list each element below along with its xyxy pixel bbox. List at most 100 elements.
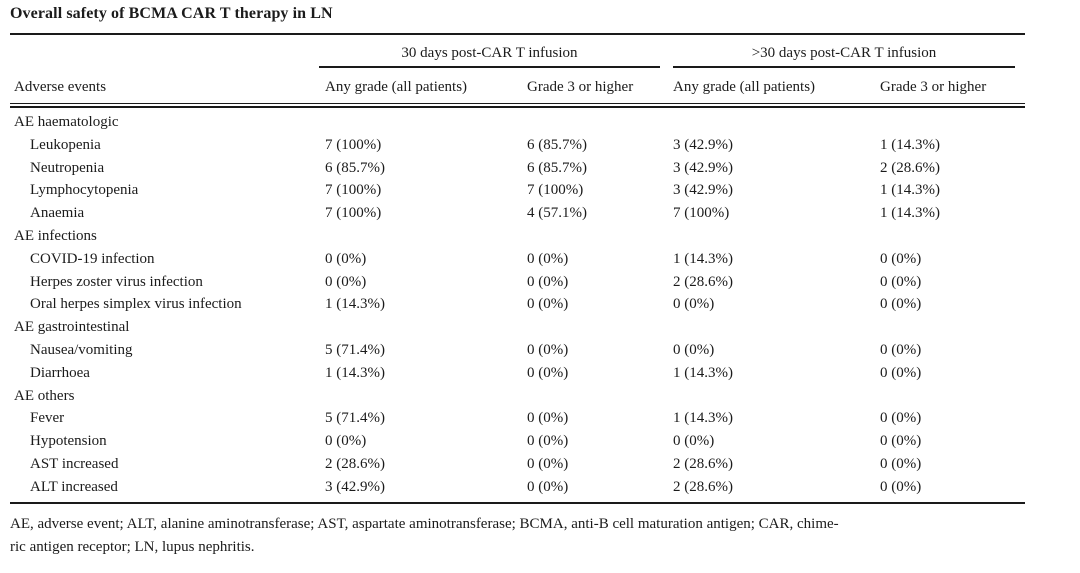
column-group-header-row: 30 days post-CAR T infusion >30 days pos… bbox=[10, 35, 1025, 68]
value-cell: 0 (0%) bbox=[325, 433, 367, 450]
table-row: Nausea/vomiting 5 (71.4%) 0 (0%) 0 (0%) 0 (0… bbox=[10, 339, 1025, 362]
value-cell: 0 (0%) bbox=[673, 296, 715, 313]
table-top-rule bbox=[10, 33, 1025, 35]
column-header-grade3-30d: Grade 3 or higher bbox=[527, 79, 634, 95]
column-header-grade3-over30d: Grade 3 or higher bbox=[880, 79, 987, 95]
value-cell: 7 (100%) bbox=[325, 182, 382, 199]
value-cell: 4 (57.1%) bbox=[527, 205, 587, 222]
value-cell: 0 (0%) bbox=[673, 433, 715, 450]
empty-cell bbox=[880, 316, 1025, 339]
spanner-spacer bbox=[10, 35, 325, 68]
value-cell: 2 (28.6%) bbox=[673, 455, 733, 472]
value-cell: 5 (71.4%) bbox=[325, 410, 385, 427]
table-row: Hypotension 0 (0%) 0 (0%) 0 (0%) 0 (0%) bbox=[10, 430, 1025, 453]
empty-cell bbox=[527, 385, 673, 408]
section-header-row: AE others bbox=[10, 385, 1025, 408]
value-cell: 0 (0%) bbox=[880, 478, 922, 495]
value-cell: 7 (100%) bbox=[325, 136, 382, 153]
value-cell: 1 (14.3%) bbox=[880, 136, 940, 153]
empty-cell bbox=[880, 225, 1025, 248]
value-cell: 0 (0%) bbox=[527, 364, 569, 381]
value-cell: 0 (0%) bbox=[325, 273, 367, 290]
section-label: AE haematologic bbox=[14, 114, 119, 130]
empty-cell bbox=[325, 225, 527, 248]
empty-cell bbox=[527, 225, 673, 248]
column-header-any-grade-30d: Any grade (all patients) bbox=[325, 79, 468, 95]
footnote-line-1: AE, adverse event; ALT, alanine aminotra… bbox=[10, 515, 839, 532]
value-cell: 0 (0%) bbox=[880, 410, 922, 427]
empty-cell bbox=[325, 385, 527, 408]
adverse-event-label: AST increased bbox=[30, 455, 119, 472]
column-group-over-30-days: >30 days post-CAR T infusion bbox=[673, 35, 1025, 68]
value-cell: 0 (0%) bbox=[527, 296, 569, 313]
value-cell: 3 (42.9%) bbox=[673, 159, 733, 176]
empty-cell bbox=[527, 111, 673, 134]
value-cell: 0 (0%) bbox=[880, 455, 922, 472]
table-body: AE haematologic Leukopenia 7 (100%) 6 (85.7… bbox=[10, 108, 1025, 502]
table-row: ALT increased 3 (42.9%) 0 (0%) 2 (28.6%) 0 (… bbox=[10, 476, 1025, 499]
value-cell: 1 (14.3%) bbox=[673, 364, 733, 381]
section-label: AE others bbox=[14, 387, 75, 404]
table-title: Overall safety of BCMA CAR T therapy in … bbox=[10, 5, 333, 22]
value-cell: 2 (28.6%) bbox=[325, 455, 385, 472]
table-row: Neutropenia 6 (85.7%) 6 (85.7%) 3 (42.9%) 2 … bbox=[10, 157, 1025, 180]
empty-cell bbox=[527, 316, 673, 339]
table-row: Diarrhoea 1 (14.3%) 0 (0%) 1 (14.3%) 0 (0%) bbox=[10, 362, 1025, 385]
value-cell: 6 (85.7%) bbox=[325, 159, 385, 176]
value-cell: 7 (100%) bbox=[673, 205, 730, 222]
table-row: Anaemia 7 (100%) 4 (57.1%) 7 (100%) 1 (14.3%… bbox=[10, 202, 1025, 225]
table-row: AST increased 2 (28.6%) 0 (0%) 2 (28.6%) 0 (… bbox=[10, 453, 1025, 476]
empty-cell bbox=[880, 385, 1025, 408]
adverse-event-label: Neutropenia bbox=[30, 159, 105, 176]
section-label: AE infections bbox=[14, 227, 97, 244]
empty-cell bbox=[673, 225, 880, 248]
table-bottom-rule bbox=[10, 501, 1025, 504]
value-cell: 1 (14.3%) bbox=[880, 182, 940, 199]
column-group-30-days: 30 days post-CAR T infusion bbox=[319, 35, 673, 68]
adverse-event-label: ALT increased bbox=[30, 478, 118, 495]
value-cell: 0 (0%) bbox=[527, 273, 569, 290]
value-cell: 0 (0%) bbox=[527, 341, 569, 358]
empty-cell bbox=[673, 316, 880, 339]
value-cell: 6 (85.7%) bbox=[527, 136, 587, 153]
value-cell: 0 (0%) bbox=[880, 341, 922, 358]
adverse-event-label: Leukopenia bbox=[30, 136, 101, 153]
value-cell: 0 (0%) bbox=[527, 410, 569, 427]
value-cell: 0 (0%) bbox=[880, 364, 922, 381]
value-cell: 0 (0%) bbox=[325, 250, 367, 267]
table-row: Oral herpes simplex virus infection 1 (14… bbox=[10, 293, 1025, 316]
table-row: Herpes zoster virus infection 0 (0%) 0 (0%… bbox=[10, 271, 1025, 294]
value-cell: 1 (14.3%) bbox=[880, 205, 940, 222]
table-container: Overall safety of BCMA CAR T therapy in … bbox=[10, 0, 1025, 559]
adverse-event-label: Anaemia bbox=[30, 205, 85, 222]
adverse-event-label: Hypotension bbox=[30, 433, 107, 450]
table-row: Lymphocytopenia 7 (100%) 7 (100%) 3 (42.9%)… bbox=[10, 179, 1025, 202]
column-header-adverse-events: Adverse events bbox=[14, 79, 107, 95]
empty-cell bbox=[325, 111, 527, 134]
adverse-event-label: Oral herpes simplex virus infection bbox=[30, 296, 242, 313]
empty-cell bbox=[673, 385, 880, 408]
value-cell: 0 (0%) bbox=[880, 433, 922, 450]
empty-cell bbox=[880, 111, 1025, 134]
value-cell: 1 (14.3%) bbox=[673, 410, 733, 427]
footnote-line-2: ric antigen receptor; LN, lupus nephriti… bbox=[10, 538, 255, 555]
value-cell: 0 (0%) bbox=[527, 433, 569, 450]
value-cell: 2 (28.6%) bbox=[880, 159, 940, 176]
column-header-any-grade-over30d: Any grade (all patients) bbox=[673, 79, 816, 95]
value-cell: 1 (14.3%) bbox=[325, 296, 385, 313]
table-row: Leukopenia 7 (100%) 6 (85.7%) 3 (42.9%) 1 (1… bbox=[10, 134, 1025, 157]
value-cell: 7 (100%) bbox=[325, 205, 382, 222]
adverse-event-label: Herpes zoster virus infection bbox=[30, 273, 203, 290]
value-cell: 3 (42.9%) bbox=[673, 182, 733, 199]
section-header-row: AE gastrointestinal bbox=[10, 316, 1025, 339]
value-cell: 3 (42.9%) bbox=[673, 136, 733, 153]
adverse-event-label: Diarrhoea bbox=[30, 364, 90, 381]
sub-header-row: Adverse events Any grade (all patients) … bbox=[10, 68, 1025, 103]
empty-cell bbox=[673, 111, 880, 134]
value-cell: 6 (85.7%) bbox=[527, 159, 587, 176]
section-header-row: AE infections bbox=[10, 225, 1025, 248]
value-cell: 0 (0%) bbox=[880, 250, 922, 267]
value-cell: 0 (0%) bbox=[880, 296, 922, 313]
section-label: AE gastrointestinal bbox=[14, 319, 130, 336]
